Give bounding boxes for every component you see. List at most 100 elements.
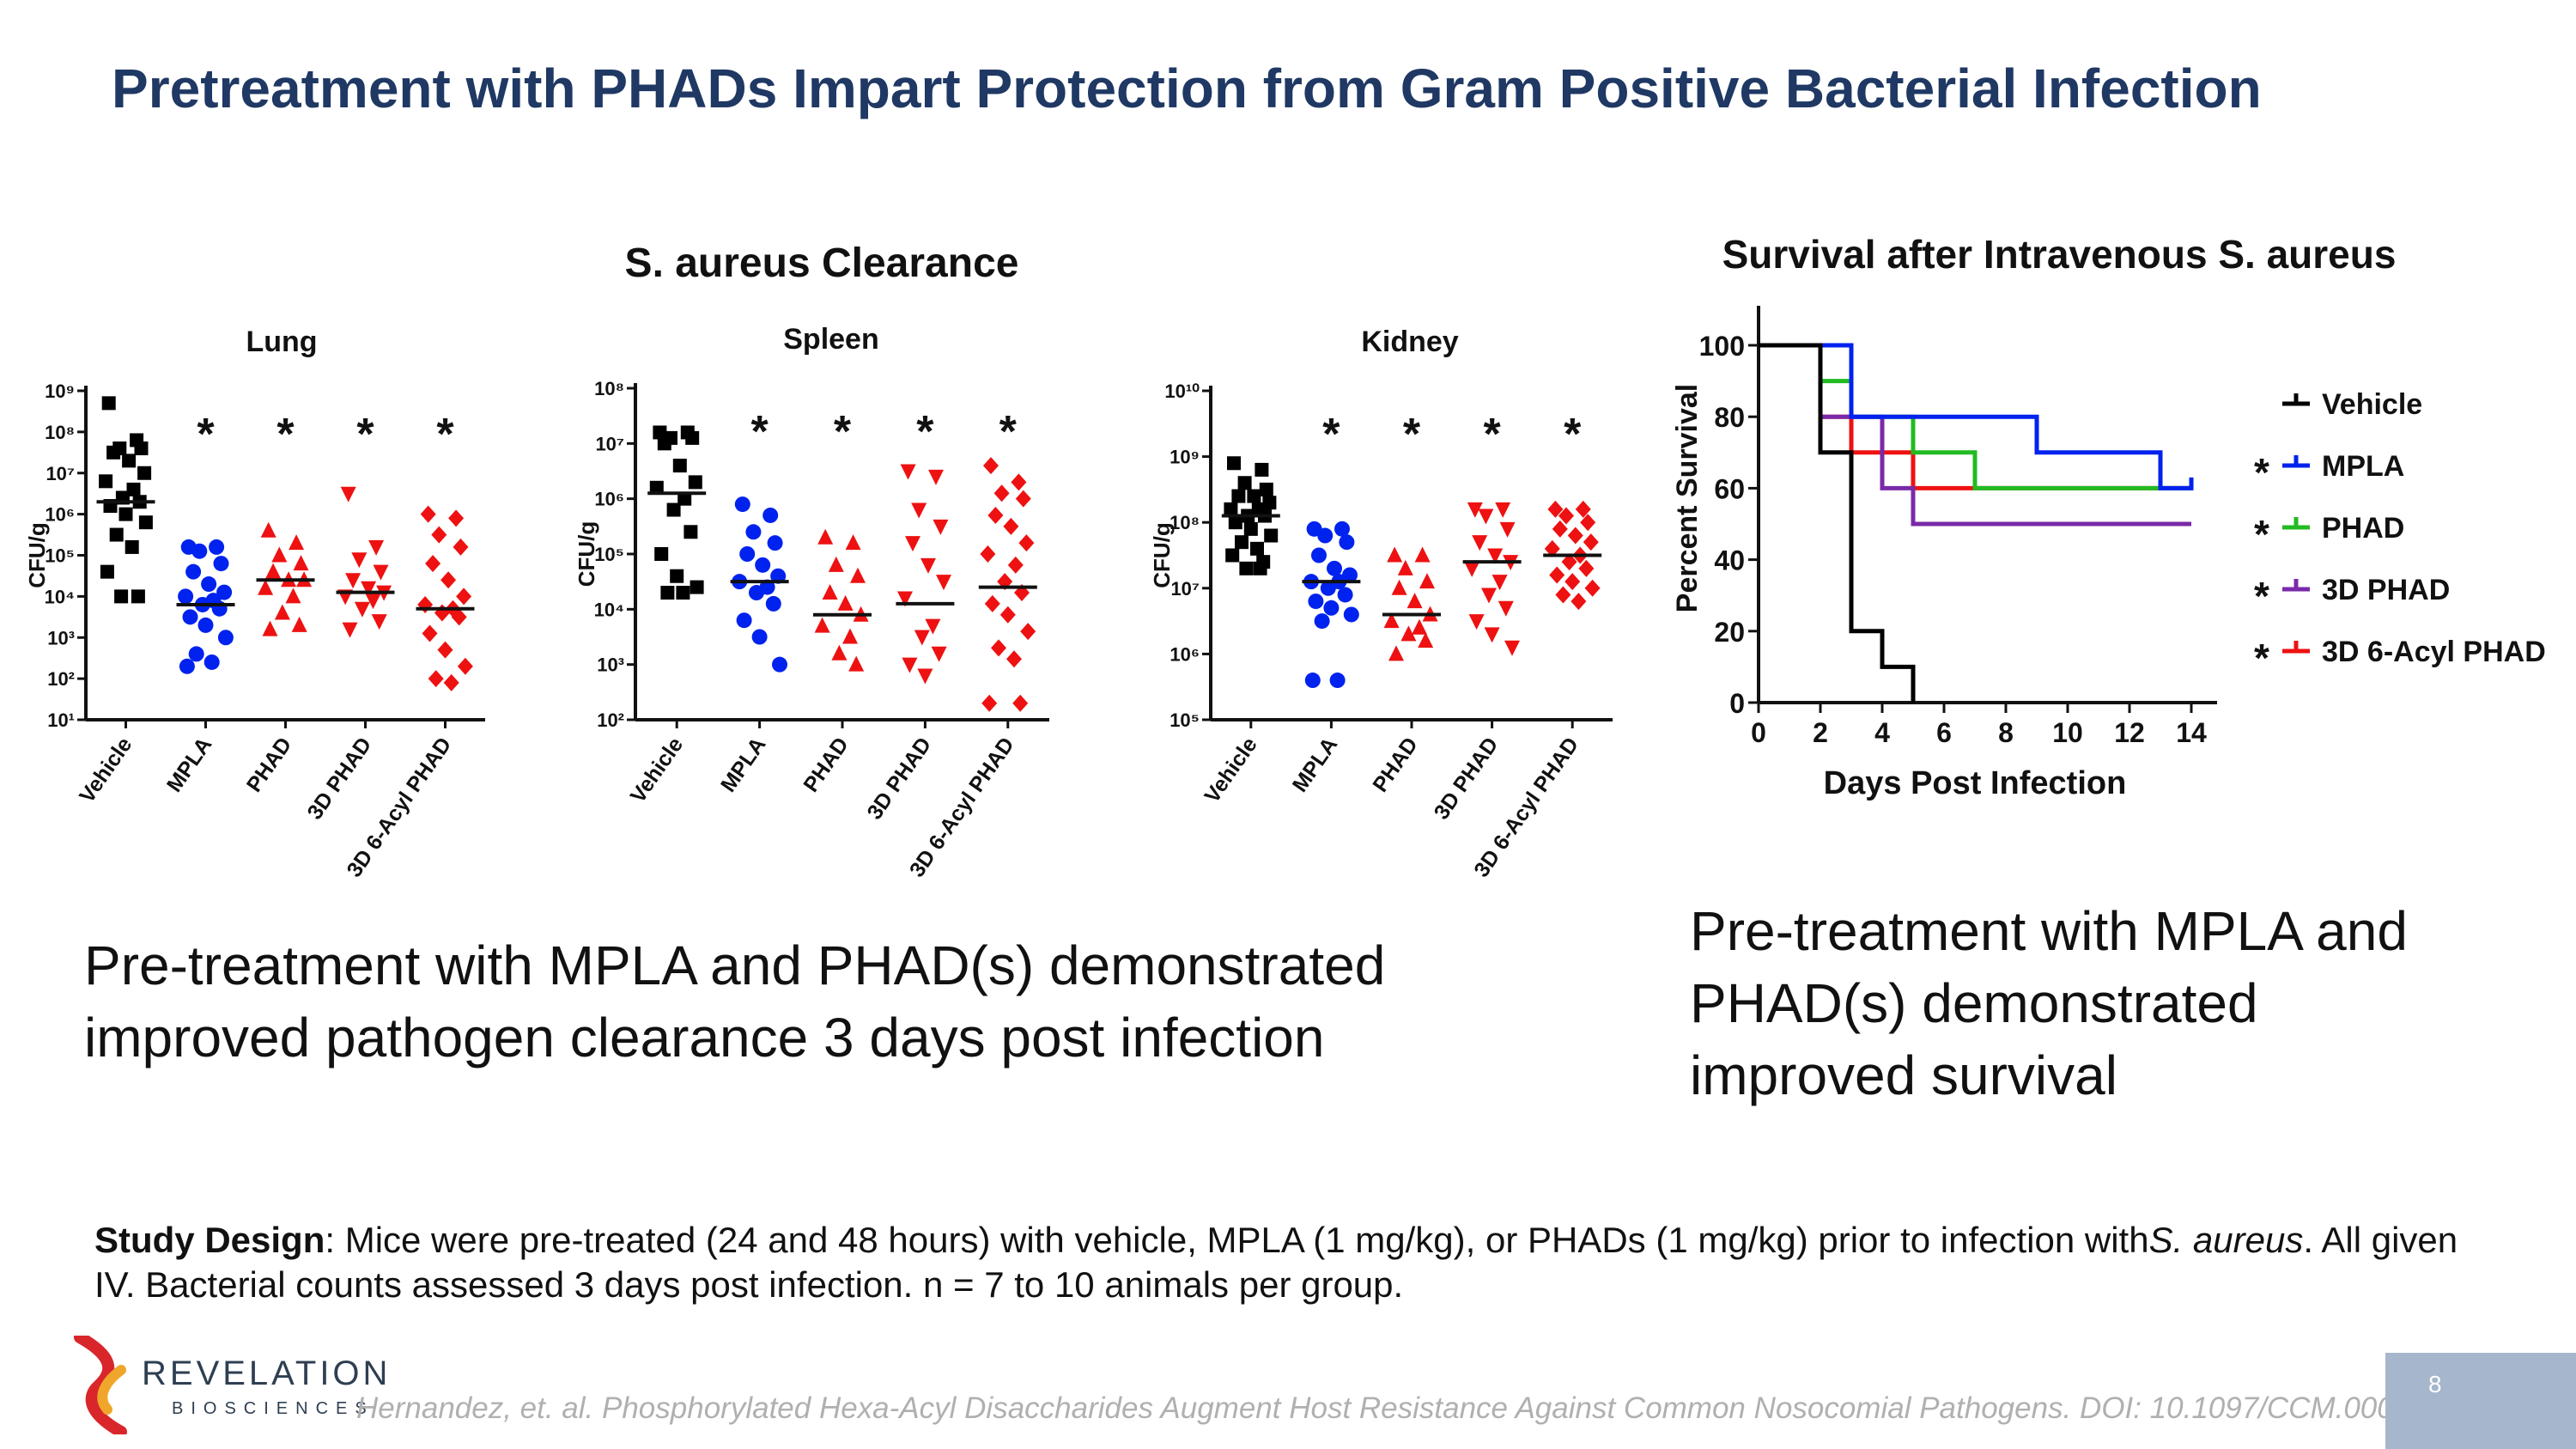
data-point [342, 622, 358, 638]
data-point [101, 396, 116, 411]
logo-subtitle: BIOSCIENCES [172, 1399, 374, 1418]
y-tick-label: 10⁴ [594, 599, 624, 620]
data-point [755, 557, 771, 573]
legend-significance-star: * [2254, 512, 2269, 557]
data-point [1329, 673, 1346, 689]
data-point [1337, 587, 1353, 603]
legend-significance-star: * [2254, 574, 2269, 618]
legend-significance-star: * [2254, 636, 2269, 680]
data-point [368, 539, 385, 556]
study-design-organism: S. aureus [2148, 1220, 2304, 1260]
x-tick-label: 3D PHAD [303, 733, 377, 824]
y-tick-label: 0 [1729, 688, 1745, 719]
data-point [340, 486, 356, 502]
survival-caption-line: PHAD(s) demonstrated [1690, 972, 2258, 1034]
data-point [814, 617, 830, 633]
data-point [1484, 627, 1500, 643]
significance-star: * [1322, 410, 1340, 460]
survival-caption: Pre-treatment with MPLA and PHAD(s) demo… [1690, 895, 2408, 1111]
data-point [983, 457, 999, 475]
data-point [1547, 500, 1564, 518]
data-point [118, 507, 133, 521]
data-point [690, 580, 704, 594]
y-tick-label: 10³ [47, 627, 75, 648]
data-point [845, 534, 861, 551]
chart-title: Kidney [1361, 326, 1458, 358]
data-point [1314, 613, 1330, 630]
data-point [291, 616, 307, 632]
data-point [1006, 650, 1022, 668]
data-point [201, 576, 217, 593]
data-point [1467, 502, 1483, 518]
y-tick-label: 10⁹ [45, 381, 75, 402]
data-point [1419, 573, 1435, 589]
x-tick-label: 12 [2114, 717, 2145, 748]
x-tick-label: PHAD [242, 733, 297, 796]
data-point [980, 545, 996, 563]
series-line-3d-phad [1759, 343, 2191, 527]
data-point [1383, 612, 1400, 629]
data-point [1412, 618, 1427, 635]
data-point [456, 588, 472, 606]
data-point [373, 564, 389, 581]
significance-star: * [197, 410, 215, 460]
y-tick-label: 10⁷ [1170, 578, 1200, 600]
data-point [1387, 546, 1403, 563]
survival-caption-line: improved survival [1690, 1044, 2117, 1106]
data-point [1253, 561, 1267, 575]
data-point [106, 445, 121, 460]
data-point [217, 630, 234, 646]
data-point [683, 525, 698, 539]
data-point [1020, 623, 1036, 641]
significance-star: * [916, 407, 934, 457]
data-point [911, 502, 927, 519]
data-point [1228, 515, 1242, 530]
data-point [371, 614, 387, 630]
data-point [1414, 546, 1431, 563]
y-tick-label: 80 [1714, 402, 1745, 433]
data-point [185, 563, 202, 580]
data-point [1317, 527, 1334, 544]
data-point [1327, 560, 1342, 576]
data-point [179, 658, 195, 674]
data-point [914, 630, 930, 646]
data-point [987, 506, 1004, 524]
data-point [1339, 534, 1355, 551]
data-point [289, 534, 305, 551]
data-point [216, 584, 233, 600]
data-point [1018, 534, 1035, 552]
data-point [1464, 561, 1480, 577]
data-point [448, 509, 465, 527]
legend-significance-star: * [2254, 450, 2269, 495]
data-point [848, 655, 865, 672]
y-tick-label: 10⁶ [1170, 643, 1200, 665]
data-point [1308, 594, 1324, 610]
data-point [1580, 514, 1596, 532]
data-point [734, 496, 750, 513]
data-point [936, 575, 951, 591]
data-point [1564, 573, 1581, 591]
data-point [109, 527, 124, 542]
data-point [1239, 561, 1254, 575]
data-point [981, 694, 998, 712]
y-tick-label: 10¹ [47, 709, 75, 731]
series-line-mpla [1759, 343, 2194, 490]
x-tick-label: 2 [1813, 717, 1828, 748]
data-point [1311, 547, 1327, 563]
x-tick-label: Vehicle [1200, 733, 1261, 807]
y-tick-label: 10⁸ [594, 378, 624, 399]
data-point [293, 555, 309, 571]
y-tick-label: 10⁷ [46, 463, 75, 484]
data-point [1243, 521, 1258, 536]
data-point [1583, 533, 1599, 551]
data-point [126, 482, 141, 496]
data-point [457, 657, 473, 675]
data-point [822, 584, 838, 600]
y-tick-label: 10⁶ [45, 504, 75, 526]
data-point [137, 466, 152, 480]
x-tick-label: 8 [1998, 717, 2014, 748]
data-point [1259, 482, 1273, 496]
data-point [749, 585, 764, 601]
data-point [984, 594, 1000, 612]
data-point [1584, 579, 1601, 597]
